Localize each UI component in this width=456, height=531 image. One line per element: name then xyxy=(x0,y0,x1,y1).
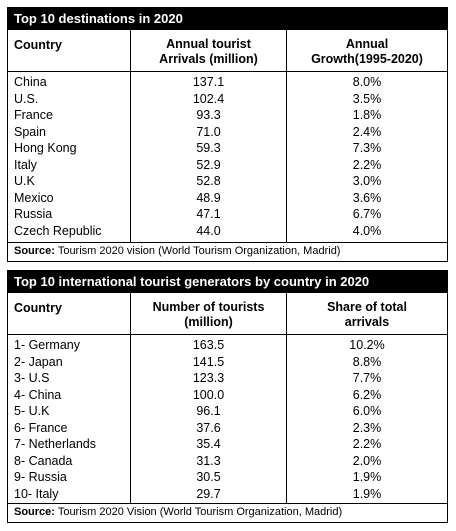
generators-table: Top 10 international tourist generators … xyxy=(7,270,448,523)
share-cell: 1.9% xyxy=(352,470,382,484)
country-cell: 7- Netherlands xyxy=(14,437,96,451)
tourists-cell: 30.5 xyxy=(196,470,221,484)
arrivals-cell: 59.3 xyxy=(196,141,221,155)
country-cell: Spain xyxy=(14,124,46,139)
country-cell: Italy xyxy=(14,157,37,172)
country-cell: China xyxy=(14,75,47,89)
tourists-cell: 100.0 xyxy=(192,387,225,402)
share-cell: 7.7% xyxy=(352,371,382,385)
growth-cell: 1.8% xyxy=(352,108,382,122)
share-column: 10.2% 8.8% 7.7% 6.2% 6.0% 2.3% 2.2% 2.0%… xyxy=(287,335,447,503)
destinations-table: Top 10 destinations in 2020 Country Annu… xyxy=(7,7,448,262)
source-text: Tourism 2020 Vision (World Tourism Organ… xyxy=(54,506,343,518)
tourists-cell: 96.1 xyxy=(196,404,221,418)
growth-cell: 4.0% xyxy=(352,223,382,238)
tourists-cell: 31.3 xyxy=(196,453,221,468)
growth-cell: 2.2% xyxy=(352,157,382,172)
country-cell: 5- U.K xyxy=(14,404,50,418)
growth-cell: 2.4% xyxy=(352,124,382,139)
growth-column: 8.0% 3.5% 1.8% 2.4% 7.3% 2.2% 3.0% 3.6% … xyxy=(287,72,447,242)
share-cell: 2.3% xyxy=(352,420,382,435)
header-growth-line1: Annual xyxy=(345,37,389,51)
arrivals-cell: 47.1 xyxy=(196,207,221,221)
share-cell: 8.8% xyxy=(352,354,382,369)
arrivals-cell: 102.4 xyxy=(192,91,225,106)
country-cell: 6- France xyxy=(14,420,68,435)
arrivals-cell: 93.3 xyxy=(196,108,221,122)
destinations-table-title: Top 10 destinations in 2020 xyxy=(8,8,447,30)
header-tourists-line2: (million) xyxy=(184,315,233,329)
tourists-cell: 163.5 xyxy=(192,338,225,352)
destinations-table-body: China U.S. France Spain Hong Kong Italy … xyxy=(8,72,447,242)
source-text: Tourism 2020 vision (World Tourism Organ… xyxy=(54,245,341,257)
share-cell: 2.2% xyxy=(352,437,382,451)
generators-table-header: Country Number of tourists (million) Sha… xyxy=(8,293,447,335)
country-cell: 3- U.S xyxy=(14,371,50,385)
header-arrivals: Annual tourist Arrivals (million) xyxy=(131,30,287,71)
growth-cell: 3.5% xyxy=(352,91,382,106)
arrivals-cell: 137.1 xyxy=(192,75,225,89)
header-country: Country xyxy=(8,293,131,334)
destinations-source: Source: Tourism 2020 vision (World Touri… xyxy=(8,242,447,260)
arrivals-cell: 44.0 xyxy=(196,223,221,238)
header-share-line2: arrivals xyxy=(344,315,390,329)
country-column: China U.S. France Spain Hong Kong Italy … xyxy=(8,72,131,242)
country-cell: Russia xyxy=(14,207,53,221)
country-cell: U.S. xyxy=(14,91,39,106)
country-cell: 2- Japan xyxy=(14,354,63,369)
share-cell: 2.0% xyxy=(352,453,382,468)
growth-cell: 7.3% xyxy=(352,141,382,155)
arrivals-cell: 48.9 xyxy=(196,190,221,205)
arrivals-column: 137.1 102.4 93.3 71.0 59.3 52.9 52.8 48.… xyxy=(131,72,287,242)
growth-cell: 3.0% xyxy=(352,174,382,188)
header-arrivals-line1: Annual tourist xyxy=(166,37,251,51)
tourists-cell: 123.3 xyxy=(192,371,225,385)
country-cell: Czech Republic xyxy=(14,223,102,238)
generators-table-body: 1- Germany 2- Japan 3- U.S 4- China 5- U… xyxy=(8,335,447,503)
generators-source: Source: Tourism 2020 Vision (World Touri… xyxy=(8,503,447,521)
tourists-cell: 35.4 xyxy=(196,437,221,451)
header-arrivals-line2: Arrivals (million) xyxy=(159,52,258,66)
tourists-cell: 141.5 xyxy=(192,354,225,369)
country-cell: 10- Italy xyxy=(14,486,59,501)
country-cell: U.K xyxy=(14,174,35,188)
arrivals-cell: 71.0 xyxy=(196,124,221,139)
country-cell: Mexico xyxy=(14,190,54,205)
source-label: Source: xyxy=(14,506,55,518)
country-cell: France xyxy=(14,108,53,122)
country-cell: Hong Kong xyxy=(14,141,77,155)
header-share: Share of total arrivals xyxy=(287,293,447,334)
header-country: Country xyxy=(8,30,131,71)
generators-table-title: Top 10 international tourist generators … xyxy=(8,271,447,293)
growth-cell: 3.6% xyxy=(352,190,382,205)
source-label: Source: xyxy=(14,245,55,257)
share-cell: 10.2% xyxy=(349,338,385,352)
header-tourists-line1: Number of tourists xyxy=(152,300,265,314)
tourists-cell: 37.6 xyxy=(196,420,221,435)
growth-cell: 8.0% xyxy=(352,75,382,89)
country-column: 1- Germany 2- Japan 3- U.S 4- China 5- U… xyxy=(8,335,131,503)
share-cell: 1.9% xyxy=(352,486,382,501)
country-cell: 8- Canada xyxy=(14,453,73,468)
header-tourists: Number of tourists (million) xyxy=(131,293,287,334)
header-share-line1: Share of total xyxy=(327,300,407,314)
tourists-cell: 29.7 xyxy=(196,486,221,501)
header-growth: Annual Growth(1995-2020) xyxy=(287,30,447,71)
destinations-table-header: Country Annual tourist Arrivals (million… xyxy=(8,30,447,72)
country-cell: 4- China xyxy=(14,387,62,402)
tourists-column: 163.5 141.5 123.3 100.0 96.1 37.6 35.4 3… xyxy=(131,335,287,503)
country-cell: 1- Germany xyxy=(14,338,80,352)
arrivals-cell: 52.9 xyxy=(196,157,221,172)
header-growth-line2: Growth(1995-2020) xyxy=(311,52,423,66)
arrivals-cell: 52.8 xyxy=(196,174,221,188)
share-cell: 6.2% xyxy=(352,387,382,402)
share-cell: 6.0% xyxy=(352,404,382,418)
growth-cell: 6.7% xyxy=(352,207,382,221)
country-cell: 9- Russia xyxy=(14,470,67,484)
